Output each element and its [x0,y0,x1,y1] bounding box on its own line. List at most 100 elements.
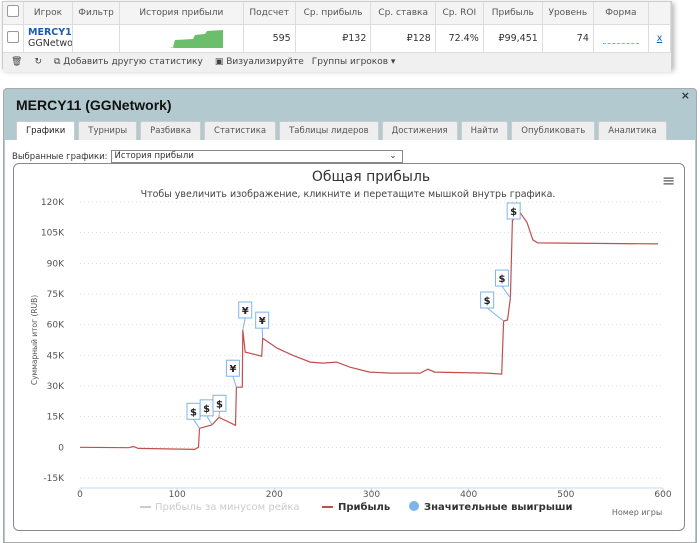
big-win-symbol: $ [484,296,491,307]
refresh-icon[interactable]: ↻ [34,57,42,67]
col-avg-profit[interactable]: Ср. прибыль [295,2,372,24]
avg-roi-value: 72.4% [435,23,484,52]
menu-icon[interactable]: ≡ [662,171,675,190]
y-tick-label: 45K [47,351,65,361]
x-tick-label: 400 [460,490,477,500]
profit-value: ₽99,451 [483,23,543,52]
stats-table: Игрок Фильтр История прибыли Подсчет Ср.… [3,2,671,52]
trash-icon[interactable]: 🗑 [11,57,23,67]
visualize-button[interactable]: ▣ Визуализируйте [214,57,304,67]
avg-stake-value: ₽128 [370,23,436,52]
profit-sparkline [119,23,244,52]
col-avg-stake[interactable]: Ср. ставка [370,2,436,24]
x-tick-label: 100 [169,490,186,500]
big-win-symbol: $ [510,207,517,218]
tab-leaderboards[interactable]: Таблицы лидеров [279,121,379,140]
x-tick-label: 600 [654,490,671,500]
profit-line [79,211,659,451]
y-tick-label: 105K [41,229,65,239]
col-avg-roi[interactable]: Ср. ROI [435,2,484,24]
tab-tournaments[interactable]: Турниры [78,121,138,140]
tab-analytics[interactable]: Аналитика [598,121,667,140]
table-header: Игрок Фильтр История прибыли Подсчет Ср.… [3,2,671,24]
tab-achievements[interactable]: Достижения [381,121,458,140]
legend-big-wins: Значительные выигрыши [424,502,573,513]
big-win-symbol: $ [216,399,223,410]
graph-select-label: Выбранные графики: [12,151,108,162]
y-tick-label: 120K [41,198,65,208]
x-tick-label: 200 [266,490,283,500]
tab-statistics[interactable]: Статистика [204,121,277,140]
big-win-flag [212,394,227,412]
chart-container [13,163,685,531]
legend-profit: Прибыль [338,501,390,513]
marker-connector [232,376,237,388]
big-win-flag [225,359,240,377]
chevron-down-icon: ⌄ [389,151,397,161]
marker-connector [486,307,504,322]
dialog-body: Выбранные графики: История прибыли ⌄ [5,140,695,542]
marker-connector [193,419,200,429]
visualize-label: Визуализируйте [226,57,304,67]
x-axis-label: Номер игры [612,508,662,517]
marker-connector [206,415,213,426]
y-tick-label: 90K [47,259,65,269]
marker-connector [242,317,246,331]
graph-select-value: История прибыли [114,151,194,161]
big-win-symbol: ¥ [259,316,266,327]
legend-big-wins-swatch [409,501,419,511]
col-count[interactable]: Подсчет [243,2,296,24]
y-tick-label: -15K [43,474,65,484]
dialog-title: MERCY11 (GGNetwork) [16,97,172,113]
x-tick-label: 500 [557,490,574,500]
x-tick-label: 0 [77,490,83,500]
tab-publish[interactable]: Опубликовать [511,121,596,140]
big-win-symbol: $ [498,274,505,285]
tab-find[interactable]: Найти [460,121,509,140]
count-value: 595 [243,23,296,52]
marker-connector [261,328,264,339]
form-indicator [593,23,650,52]
col-profit-history[interactable]: История прибыли [119,2,244,24]
marker-connector [501,285,511,299]
legend-net-rake: Прибыль за минусом рейка [155,502,300,513]
row-checkbox[interactable] [3,23,24,52]
tab-breakdown[interactable]: Разбивка [140,121,202,140]
y-tick-label: 0 [58,443,64,453]
level-value: 74 [542,23,594,52]
y-tick-label: 75K [47,290,65,300]
big-win-flag [255,311,270,329]
add-stat-button[interactable]: ⧉ Добавить другую статистику [53,57,203,67]
x-tick-label: 300 [363,490,380,500]
y-tick-label: 60K [47,321,65,331]
player-stats-panel: Игрок Фильтр История прибыли Подсчет Ср.… [2,1,672,72]
graph-select[interactable]: История прибыли ⌄ [110,150,403,163]
tab-graphs[interactable]: Графики [16,121,76,140]
big-win-flag [480,291,495,309]
player-groups-dropdown[interactable]: Группы игроков ▾ [311,57,396,67]
player-network: GGNetwork [28,38,73,49]
col-profit[interactable]: Прибыль [483,2,543,24]
y-tick-label: 15K [47,413,65,423]
big-win-symbol: ¥ [229,364,236,375]
big-win-symbol: ¥ [242,306,249,317]
player-link[interactable]: MERCY11 [28,27,72,38]
col-player[interactable]: Игрок [23,2,73,24]
select-all-checkbox[interactable] [3,2,24,24]
big-win-symbol: $ [190,407,197,418]
chart-subtitle: Чтобы увеличить изображение, кликните и … [141,189,556,200]
marker-connector [218,411,220,418]
col-level[interactable]: Уровень [542,2,594,24]
col-form[interactable]: Форма [593,2,650,24]
y-tick-label: 30K [47,382,65,392]
player-dialog: MERCY11 (GGNetwork) × Графики Турниры Ра… [3,88,697,543]
dialog-tabs: Графики Турниры Разбивка Статистика Табл… [16,121,667,140]
chart-title: Общая прибыль [312,169,430,185]
big-win-flag [238,301,253,319]
avg-profit-value: ₽132 [295,23,372,52]
close-icon[interactable]: × [680,89,690,102]
remove-player-link[interactable]: x [656,32,663,44]
y-axis-label: Суммарный итог (RUB) [30,295,39,385]
col-filter[interactable]: Фильтр [72,2,121,24]
